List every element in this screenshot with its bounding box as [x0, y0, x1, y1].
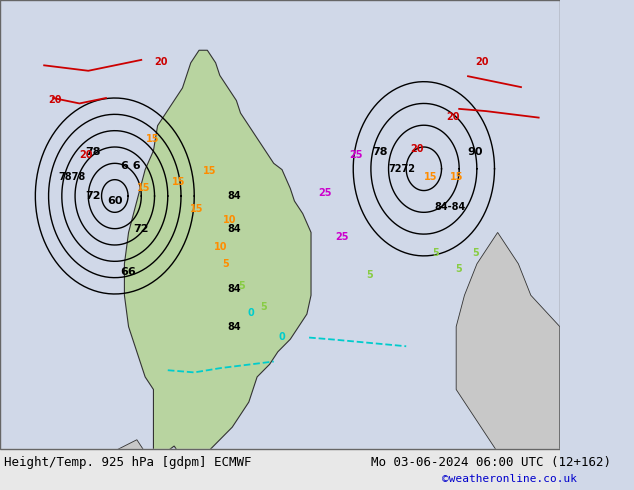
Text: 0: 0 — [278, 332, 285, 342]
Text: 20: 20 — [411, 145, 424, 154]
Text: 84: 84 — [227, 284, 241, 294]
Text: 25: 25 — [349, 150, 362, 160]
Text: 6 6: 6 6 — [121, 161, 141, 171]
Text: 15: 15 — [450, 172, 464, 182]
Text: Height/Temp. 925 hPa [gdpm] ECMWF: Height/Temp. 925 hPa [gdpm] ECMWF — [4, 456, 252, 469]
Text: 10: 10 — [223, 215, 236, 225]
Text: 15: 15 — [190, 204, 204, 214]
Text: 15: 15 — [172, 177, 186, 187]
Text: 0: 0 — [247, 308, 254, 318]
Text: 25: 25 — [335, 232, 349, 242]
Text: 7272: 7272 — [388, 164, 415, 174]
Text: 15: 15 — [424, 172, 437, 182]
Text: 10: 10 — [214, 243, 227, 252]
Text: 66: 66 — [120, 267, 136, 277]
Text: 20: 20 — [79, 150, 93, 160]
Text: 25: 25 — [318, 188, 332, 198]
Text: 84-84: 84-84 — [435, 202, 466, 212]
Text: 5: 5 — [238, 281, 245, 291]
Bar — [0, 449, 560, 490]
Text: 5: 5 — [261, 302, 268, 312]
Polygon shape — [456, 232, 560, 490]
Text: 60: 60 — [107, 196, 122, 206]
Text: 20: 20 — [155, 57, 168, 67]
Text: 20: 20 — [446, 112, 460, 122]
Text: 78: 78 — [85, 147, 100, 157]
Text: 5: 5 — [472, 248, 479, 258]
Text: 78: 78 — [372, 147, 387, 157]
Text: 72: 72 — [85, 191, 100, 201]
Text: Mo 03-06-2024 06:00 UTC (12+162): Mo 03-06-2024 06:00 UTC (12+162) — [371, 456, 611, 469]
Text: 15: 15 — [146, 134, 159, 144]
Text: 20: 20 — [475, 57, 489, 67]
Polygon shape — [0, 440, 158, 490]
Text: 90: 90 — [467, 147, 483, 157]
Text: 5: 5 — [223, 259, 230, 269]
Text: 5: 5 — [455, 264, 462, 274]
Text: 84: 84 — [227, 191, 241, 201]
Polygon shape — [124, 50, 311, 465]
Text: 5: 5 — [432, 248, 439, 258]
Text: 84: 84 — [227, 321, 241, 332]
Text: ©weatheronline.co.uk: ©weatheronline.co.uk — [441, 474, 576, 484]
Text: 15: 15 — [137, 183, 150, 193]
Text: 15: 15 — [203, 166, 217, 176]
Text: 5: 5 — [366, 270, 373, 280]
Text: 84: 84 — [227, 223, 241, 234]
Text: 72: 72 — [134, 223, 149, 234]
Text: 20: 20 — [49, 96, 62, 105]
Text: 7878: 7878 — [59, 172, 86, 182]
